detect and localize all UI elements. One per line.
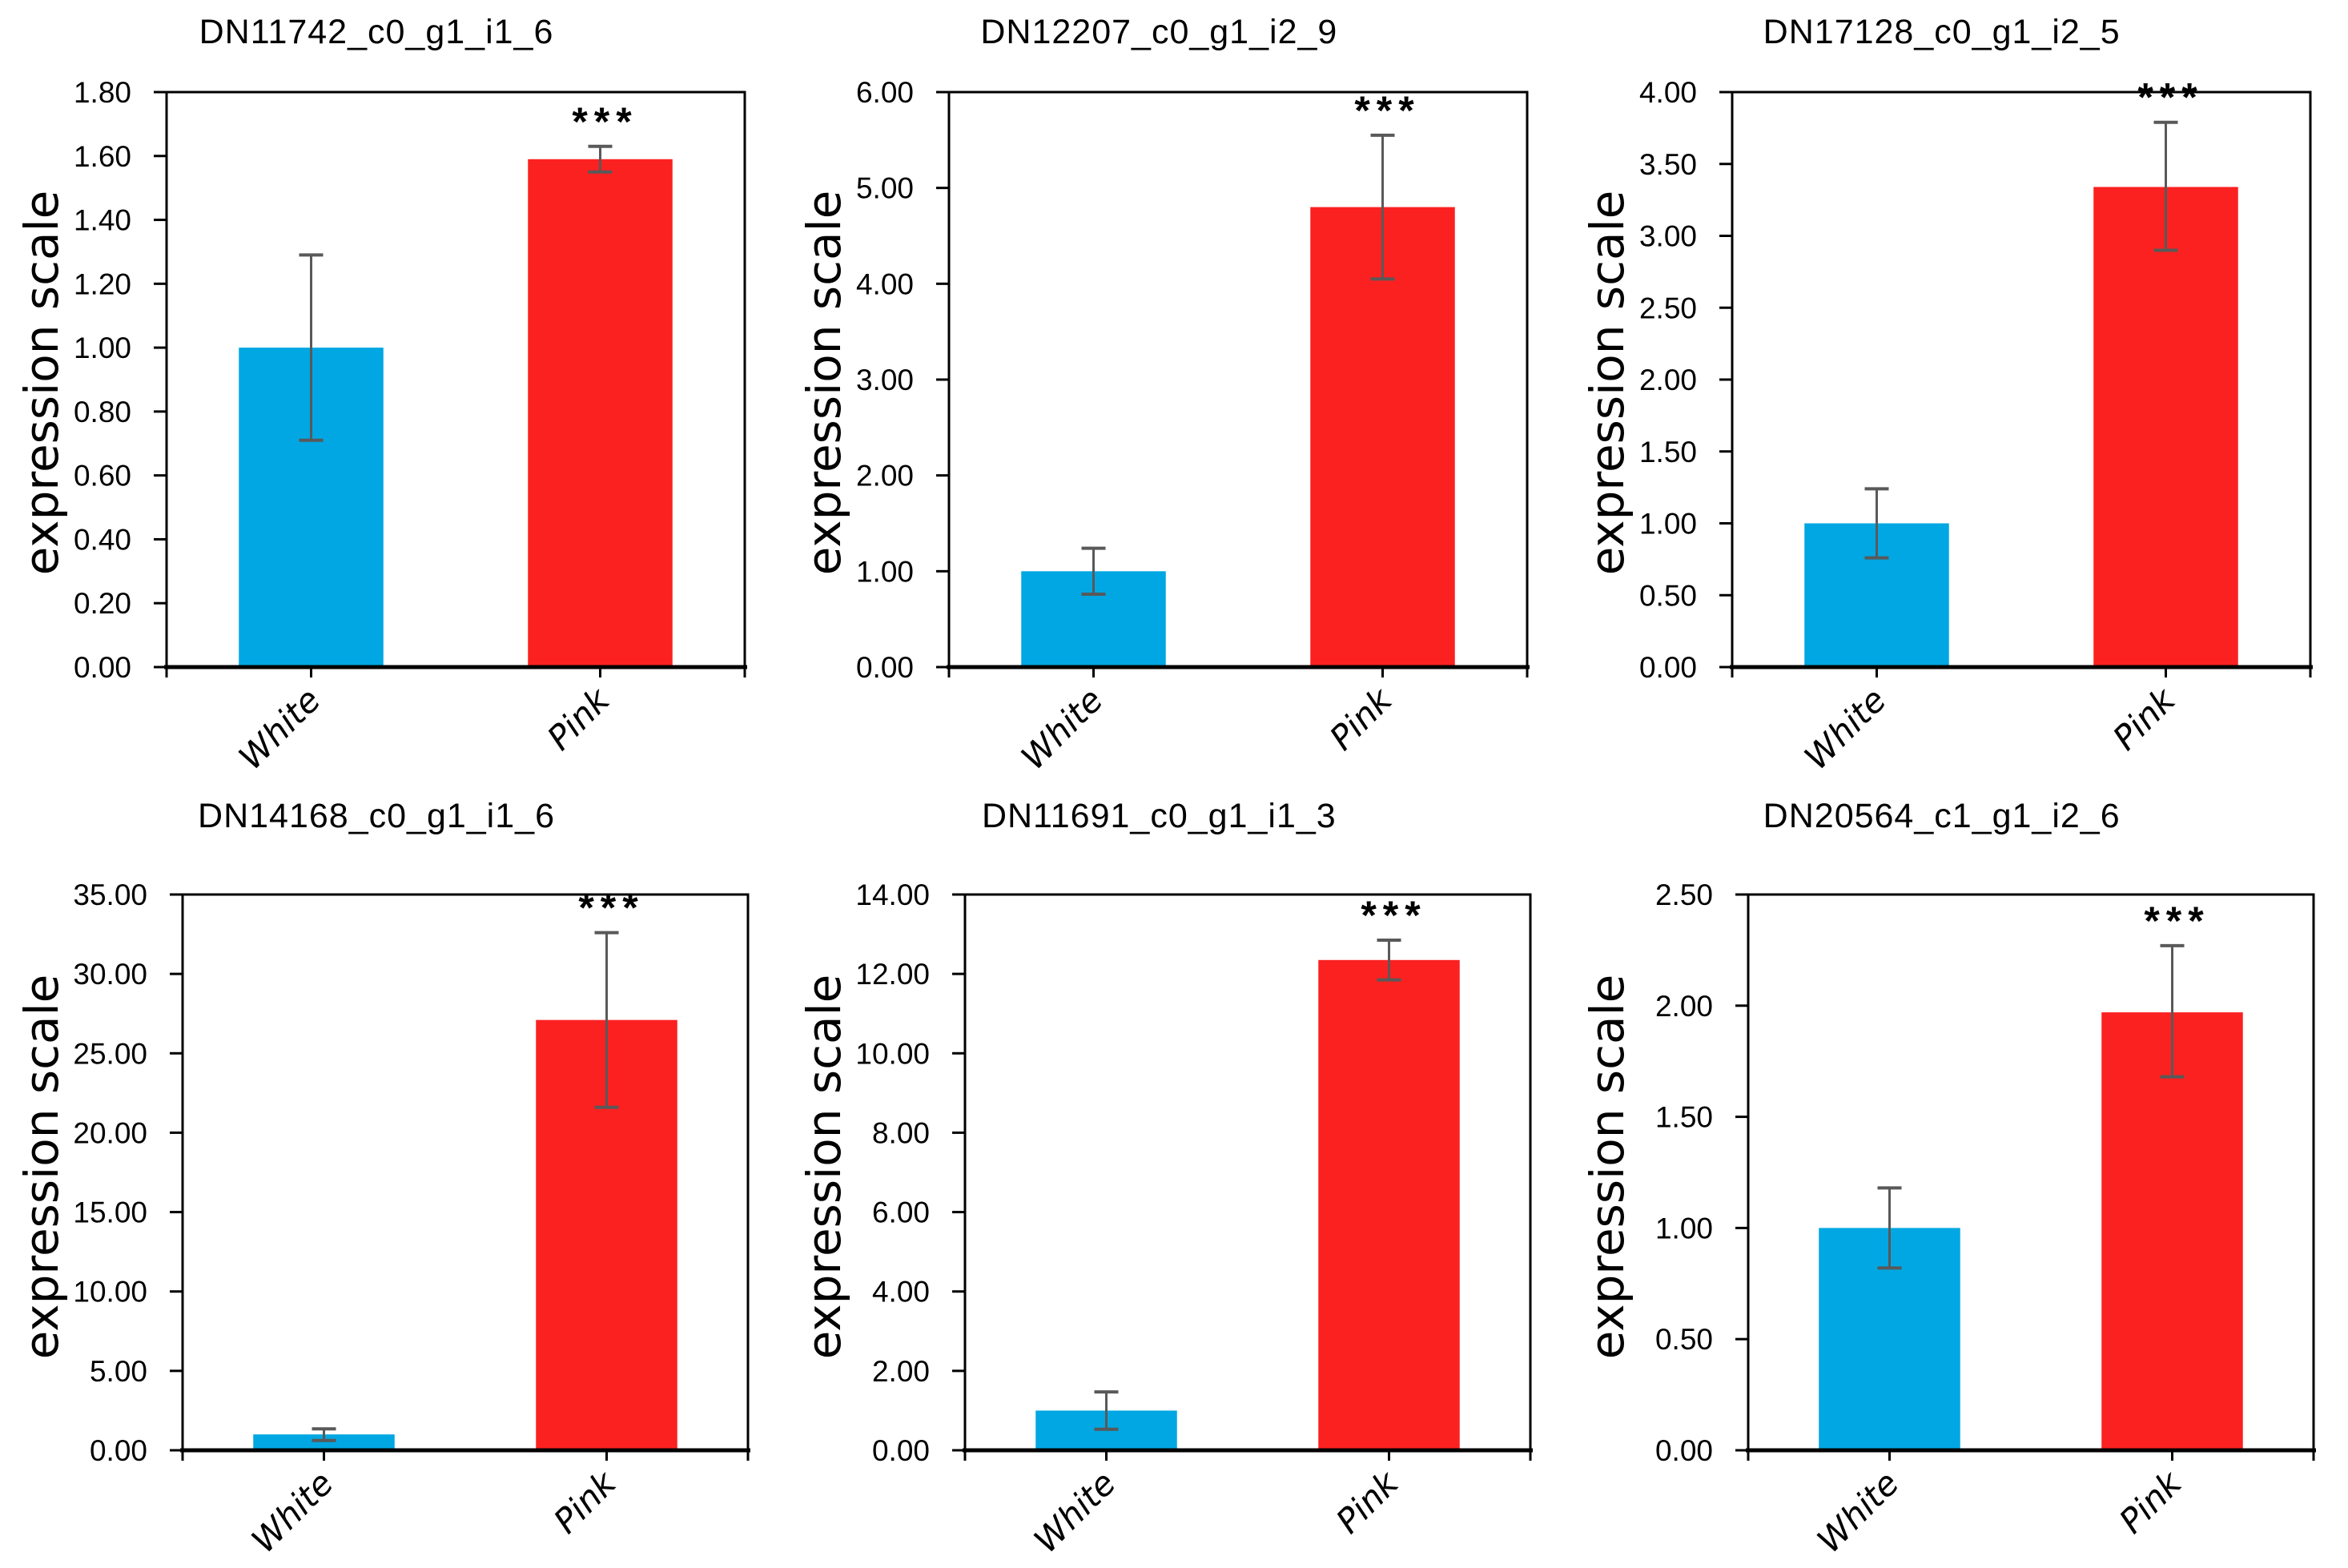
bar-white xyxy=(253,1434,395,1450)
y-tick-label: 0.00 xyxy=(872,1434,930,1467)
y-tick-label: 4.00 xyxy=(1639,76,1697,109)
y-tick-label: 2.00 xyxy=(1655,990,1713,1023)
y-tick-label: 3.50 xyxy=(1639,148,1697,181)
y-tick-label: 2.00 xyxy=(1639,364,1697,396)
chart-title: DN11691_c0_g1_i1_3 xyxy=(981,797,1337,835)
y-tick-label: 0.00 xyxy=(1655,1434,1713,1467)
y-tick-label: 1.50 xyxy=(1655,1101,1713,1134)
y-tick-label: 6.00 xyxy=(856,76,914,109)
y-tick-label: 0.50 xyxy=(1655,1323,1713,1356)
chart-title: DN12207_c0_g1_i2_9 xyxy=(980,13,1338,51)
x-category-label: White xyxy=(244,1463,341,1560)
x-category-label: Pink xyxy=(2111,1462,2189,1541)
significance-marker: *** xyxy=(578,886,644,931)
x-category-label: White xyxy=(1809,1463,1906,1560)
y-tick-label: 6.00 xyxy=(872,1196,930,1229)
y-tick-label: 5.00 xyxy=(856,172,914,205)
bar-pink xyxy=(2101,1012,2243,1450)
chart-title: DN17128_c0_g1_i2_5 xyxy=(1763,13,2121,51)
chart-title: DN14168_c0_g1_i1_6 xyxy=(198,797,555,835)
y-tick-label: 1.00 xyxy=(1655,1212,1713,1244)
bar-pink xyxy=(1318,959,1461,1450)
significance-marker: *** xyxy=(1355,88,1421,133)
y-tick-label: 1.60 xyxy=(74,140,131,173)
y-tick-label: 1.00 xyxy=(74,332,131,364)
y-tick-label: 1.00 xyxy=(856,555,914,588)
y-tick-label: 15.00 xyxy=(73,1196,147,1229)
chart-panel-dn11691: DN11691_c0_g1_i1_3 expression scale 0.00… xyxy=(782,784,1565,1568)
y-tick-label: 0.50 xyxy=(1639,579,1697,612)
y-tick-label: 0.00 xyxy=(1639,651,1697,684)
significance-marker: *** xyxy=(2144,899,2209,943)
y-tick-label: 4.00 xyxy=(856,267,914,300)
bar-chart: 0.00 0.50 1.00 1.50 2.00 2.50 3.00 3.50 4.00 *** W… xyxy=(1639,75,2313,777)
y-tick-label: 1.20 xyxy=(74,267,131,300)
bar-chart: 0.00 1.00 2.00 3.00 4.00 5.00 6.00 *** White Pink xyxy=(856,76,1530,777)
y-tick-label: 0.00 xyxy=(856,651,914,684)
y-tick-label: 0.80 xyxy=(74,396,131,428)
y-tick-label: 2.00 xyxy=(872,1355,930,1388)
y-tick-label: 1.00 xyxy=(1639,508,1697,541)
y-tick-label: 2.50 xyxy=(1655,878,1713,911)
y-tick-label: 3.00 xyxy=(1639,220,1697,253)
chart-panel-dn20564: DN20564_c1_g1_i2_6 expression scale 0.00… xyxy=(1566,784,2348,1568)
y-tick-label: 25.00 xyxy=(73,1037,147,1070)
bar-chart: 0.00 0.20 0.40 0.60 0.80 1.00 1.20 1.40 1.60 1.80… xyxy=(74,76,747,777)
y-tick-label: 0.60 xyxy=(74,460,131,493)
y-tick-label: 10.00 xyxy=(856,1037,931,1070)
x-category-label: Pink xyxy=(1322,679,1401,758)
y-tick-label: 0.00 xyxy=(74,651,131,684)
chart-panel-dn17128: DN17128_c0_g1_i2_5 expression scale 0.00… xyxy=(1566,0,2348,784)
bar-chart: 0.00 5.00 10.00 15.00 20.00 25.00 30.00 35.00 **… xyxy=(73,878,750,1560)
y-tick-label: 30.00 xyxy=(73,958,147,991)
y-tick-label: 4.00 xyxy=(872,1276,930,1309)
x-category-label: White xyxy=(1796,680,1893,777)
bar-chart: 0.00 0.50 1.00 1.50 2.00 2.50 *** White Pink xyxy=(1655,878,2316,1560)
y-tick-label: 2.50 xyxy=(1639,291,1697,324)
y-tick-label: 12.00 xyxy=(856,958,931,991)
x-category-label: White xyxy=(1014,680,1111,777)
y-tick-label: 1.80 xyxy=(74,76,131,109)
y-tick-label: 14.00 xyxy=(856,878,931,911)
y-tick-label: 0.40 xyxy=(74,523,131,556)
x-category-label: Pink xyxy=(2105,679,2183,758)
y-tick-label: 0.20 xyxy=(74,587,131,620)
significance-marker: *** xyxy=(572,99,637,144)
significance-marker: *** xyxy=(1361,893,1427,938)
y-tick-label: 5.00 xyxy=(90,1355,147,1388)
y-tick-label: 8.00 xyxy=(872,1116,930,1149)
y-tick-label: 0.00 xyxy=(90,1434,147,1467)
chart-panel-dn11742: DN11742_c0_g1_i1_6 expression scale 0.00… xyxy=(0,0,782,784)
y-tick-label: 20.00 xyxy=(73,1116,147,1149)
y-tick-label: 3.00 xyxy=(856,364,914,396)
bar-pink xyxy=(1310,207,1456,668)
chart-title: DN20564_c1_g1_i2_6 xyxy=(1763,797,2121,835)
y-tick-label: 1.40 xyxy=(74,204,131,237)
y-tick-label: 35.00 xyxy=(73,878,147,911)
y-tick-label: 10.00 xyxy=(73,1276,147,1309)
x-category-label: Pink xyxy=(540,679,618,758)
significance-marker: *** xyxy=(2137,75,2203,120)
x-category-label: White xyxy=(1027,1463,1124,1560)
x-category-label: Pink xyxy=(1329,1462,1407,1541)
x-category-label: White xyxy=(231,680,328,777)
x-category-label: Pink xyxy=(546,1462,625,1541)
chart-panel-dn12207: DN12207_c0_g1_i2_9 expression scale 0.00… xyxy=(782,0,1565,784)
y-tick-label: 2.00 xyxy=(856,460,914,493)
y-tick-label: 1.50 xyxy=(1639,436,1697,468)
bar-pink xyxy=(528,159,673,667)
chart-title: DN11742_c0_g1_i1_6 xyxy=(199,13,554,51)
bar-chart: 0.00 2.00 4.00 6.00 8.00 10.00 12.00 14.00 *** Wh… xyxy=(856,878,1534,1560)
chart-panel-dn14168: DN14168_c0_g1_i1_6 expression scale 0.00… xyxy=(0,784,782,1568)
bar-pink xyxy=(2093,187,2238,668)
